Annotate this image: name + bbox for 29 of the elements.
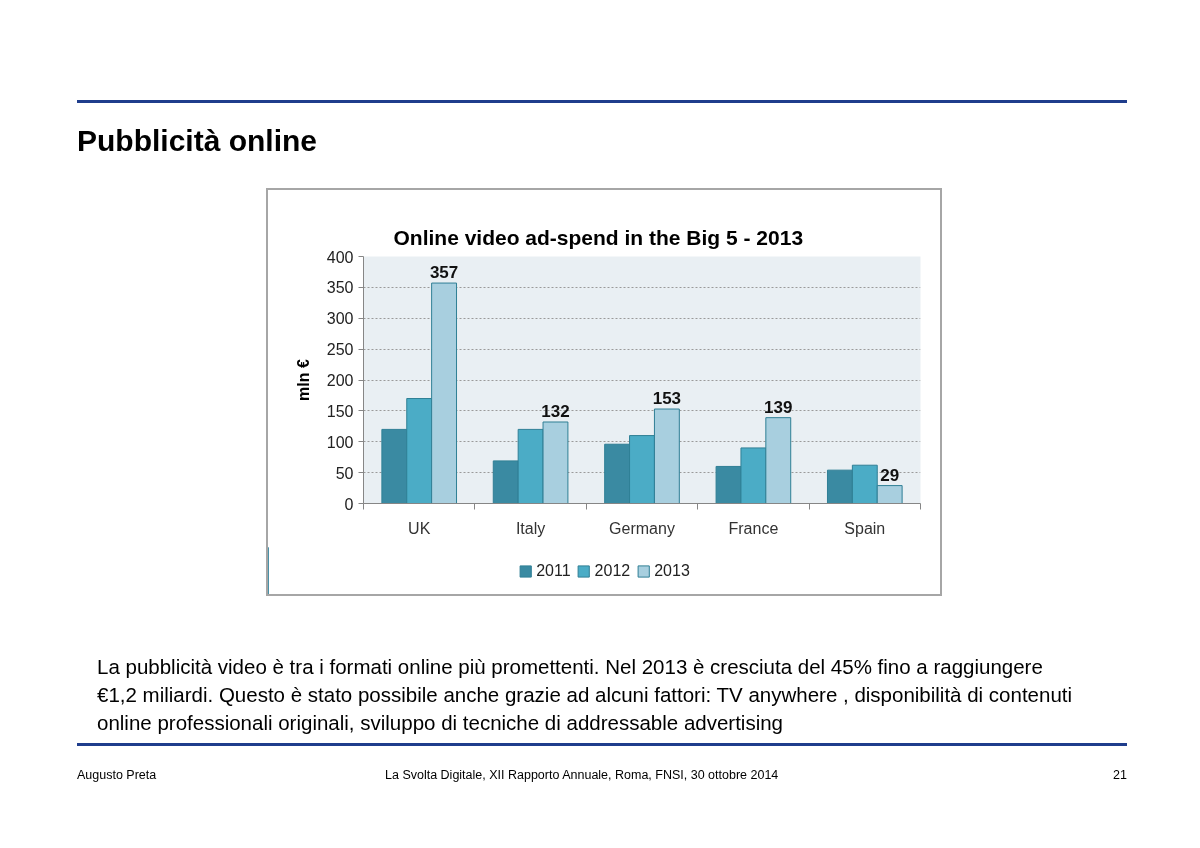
- x-tick-label: Italy: [515, 519, 546, 537]
- data-label: 357: [429, 263, 459, 283]
- x-tick-label: France: [728, 519, 779, 537]
- data-label: 153: [652, 389, 682, 409]
- y-axis-title: mln €: [294, 359, 312, 401]
- data-label: 139: [764, 397, 793, 417]
- y-tick-label: 350: [326, 279, 354, 297]
- y-tick-label: 300: [326, 310, 354, 328]
- y-tick-label: 100: [326, 433, 354, 451]
- text: Augusto Preta: [77, 768, 157, 782]
- text: La Svolta Digitale, XII Rapporto Annuale, Roma, FNSI, 30 ottobre 2014: [385, 768, 779, 782]
- x-tick-label: UK: [408, 519, 431, 537]
- data-label: 29: [880, 465, 900, 485]
- y-tick-label: 50: [335, 464, 354, 482]
- legend-label: 2013: [654, 561, 690, 580]
- y-tick-label: 250: [326, 341, 354, 359]
- text: Pubblicità online: [77, 124, 318, 158]
- y-tick-label: 0: [344, 495, 354, 513]
- data-label: 132: [541, 401, 570, 421]
- chart-title: Online video ad-spend in the Big 5 - 2013: [393, 225, 804, 249]
- y-tick-label: 150: [326, 402, 354, 420]
- legend-label: 2011: [536, 561, 571, 580]
- x-tick-label: Germany: [609, 519, 675, 537]
- legend-label: 2012: [594, 561, 631, 580]
- y-tick-label: 400: [326, 248, 354, 266]
- text: La pubblicità video è tra i formati online più promettenti. Nel 2013 è cresciuta del 45% fino a raggiungere €1,2 miliardi. Questo è stato possibile anche grazie ad alcuni fattori: TV anywhere , disponibilità di contenuti online professionali originali, sviluppo di tecniche di addressable advertising: [97, 654, 1074, 736]
- text: 21: [1112, 768, 1127, 782]
- x-tick-label: Spain: [844, 519, 886, 537]
- y-tick-label: 200: [326, 372, 354, 389]
